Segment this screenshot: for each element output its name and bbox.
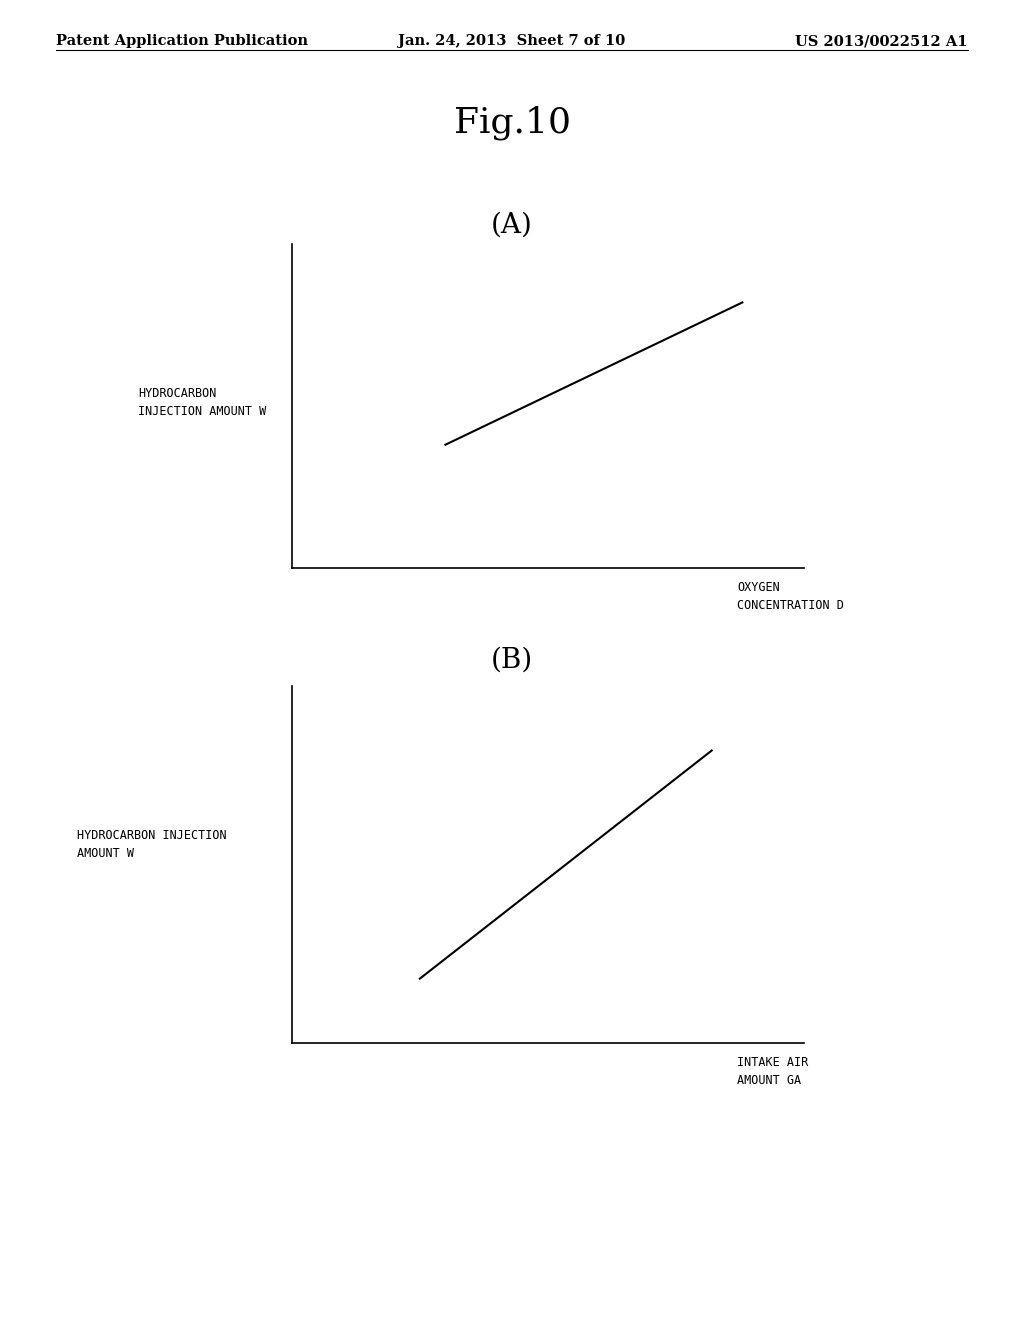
Text: Fig.10: Fig.10 bbox=[454, 106, 570, 140]
Text: (B): (B) bbox=[490, 647, 534, 673]
Text: HYDROCARBON INJECTION
AMOUNT W: HYDROCARBON INJECTION AMOUNT W bbox=[77, 829, 226, 861]
Text: Patent Application Publication: Patent Application Publication bbox=[56, 34, 308, 49]
Text: INTAKE AIR
AMOUNT GA: INTAKE AIR AMOUNT GA bbox=[737, 1056, 809, 1086]
Text: Jan. 24, 2013  Sheet 7 of 10: Jan. 24, 2013 Sheet 7 of 10 bbox=[398, 34, 626, 49]
Text: OXYGEN
CONCENTRATION D: OXYGEN CONCENTRATION D bbox=[737, 581, 844, 611]
Text: US 2013/0022512 A1: US 2013/0022512 A1 bbox=[796, 34, 968, 49]
Text: HYDROCARBON
INJECTION AMOUNT W: HYDROCARBON INJECTION AMOUNT W bbox=[138, 387, 266, 418]
Text: (A): (A) bbox=[492, 211, 532, 238]
